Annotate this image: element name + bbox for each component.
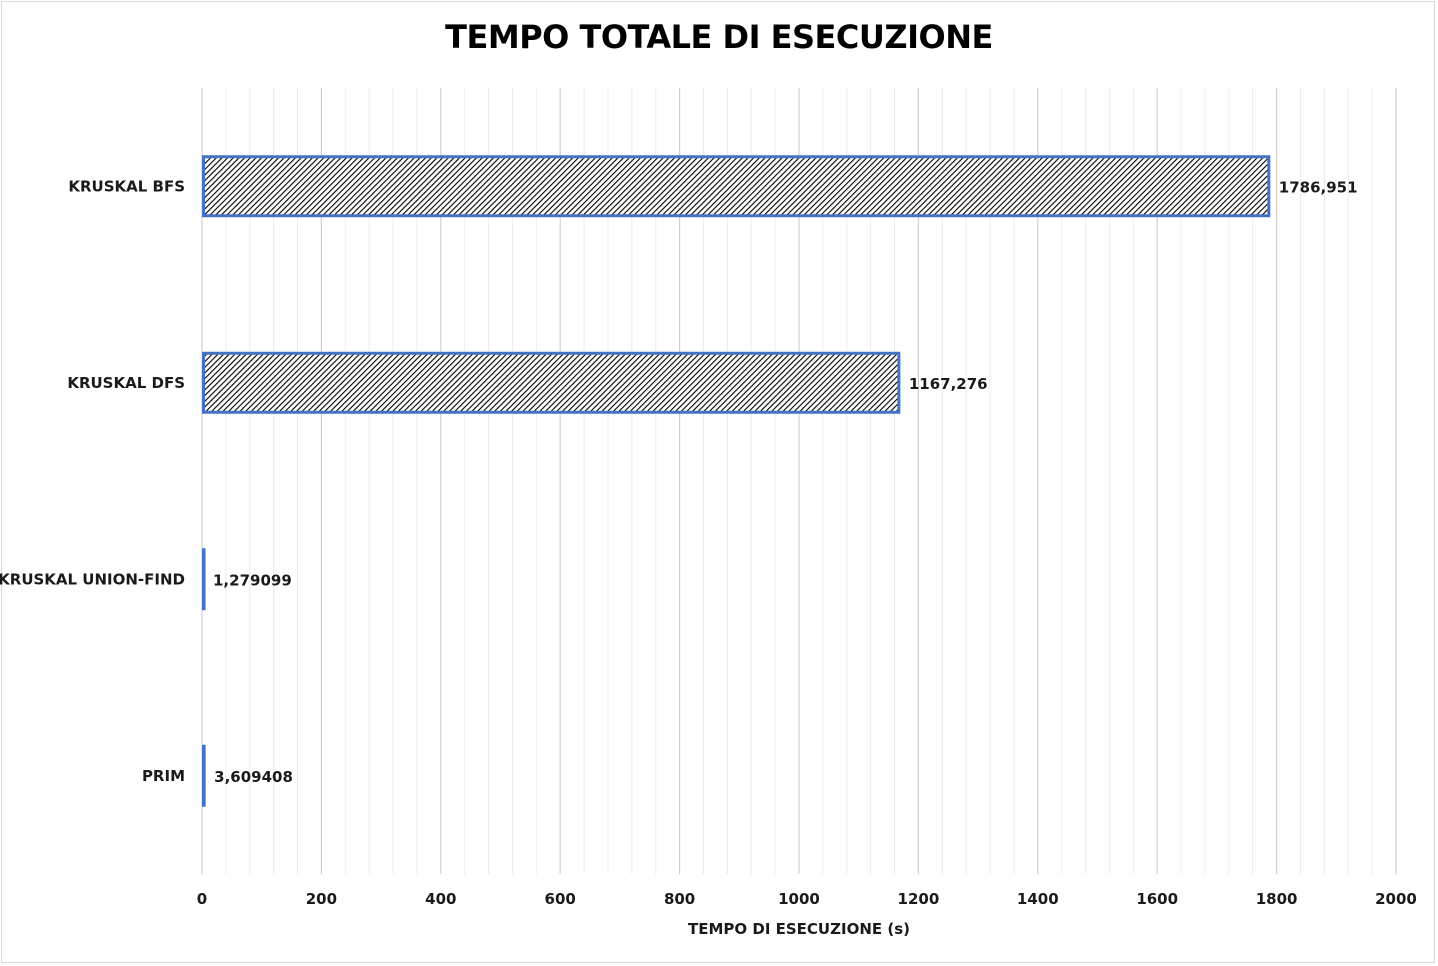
bar (202, 155, 1271, 218)
data-label: 3,609408 (214, 768, 293, 786)
data-label: 1167,276 (909, 375, 988, 393)
chart-title: TEMPO TOTALE DI ESECUZIONE (445, 18, 993, 56)
category-label: KRUSKAL UNION-FIND (0, 570, 185, 588)
x-tick-label: 1000 (778, 890, 820, 908)
x-tick-label: 1800 (1256, 890, 1298, 908)
bars (202, 155, 1271, 807)
data-label: 1786,951 (1279, 178, 1358, 196)
category-label: PRIM (142, 767, 185, 785)
x-axis-title: TEMPO DI ESECUZIONE (s) (688, 920, 910, 938)
bar (202, 548, 206, 611)
x-tick-label: 0 (197, 890, 207, 908)
labels: 0 200 400 600 800 1000 1200 1400 1600 1800 2000 KRU… (0, 177, 1417, 908)
category-label: KRUSKAL DFS (67, 374, 185, 392)
x-tick-label: 1200 (898, 890, 940, 908)
grid-lines (201, 88, 1397, 874)
x-tick-label: 400 (425, 890, 456, 908)
data-label: 1,279099 (213, 571, 292, 589)
x-tick-label: 600 (545, 890, 576, 908)
bar (202, 744, 206, 807)
x-tick-label: 1600 (1136, 890, 1178, 908)
x-tick-label: 800 (664, 890, 695, 908)
x-tick-label: 200 (306, 890, 337, 908)
category-label: KRUSKAL BFS (68, 177, 185, 195)
x-tick-label: 2000 (1375, 890, 1417, 908)
x-tick-label: 1400 (1017, 890, 1059, 908)
bar (202, 351, 901, 414)
